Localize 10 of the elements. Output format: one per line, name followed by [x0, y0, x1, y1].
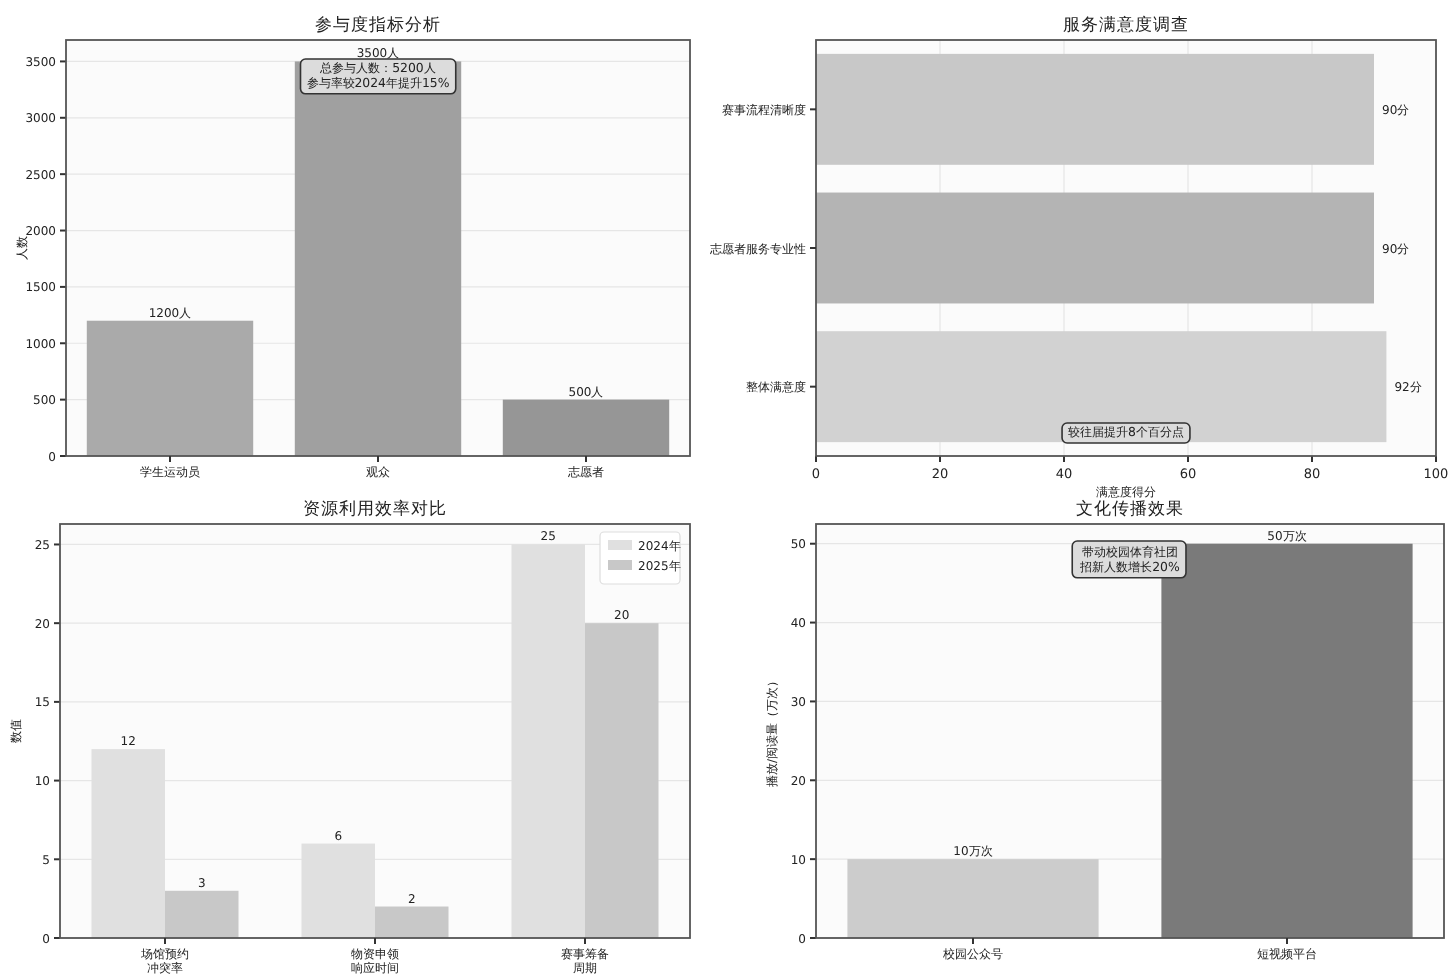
bar [294, 61, 462, 456]
bar [502, 399, 670, 456]
bar [375, 906, 449, 938]
bar [585, 623, 659, 938]
chart-title: 服务满意度调查 [1063, 14, 1189, 36]
chart-title: 文化传播效果 [1076, 498, 1184, 520]
bar [165, 890, 239, 938]
bar [86, 320, 254, 456]
chart-title: 资源利用效率对比 [303, 498, 447, 520]
chart-title: 参与度指标分析 [315, 14, 441, 36]
